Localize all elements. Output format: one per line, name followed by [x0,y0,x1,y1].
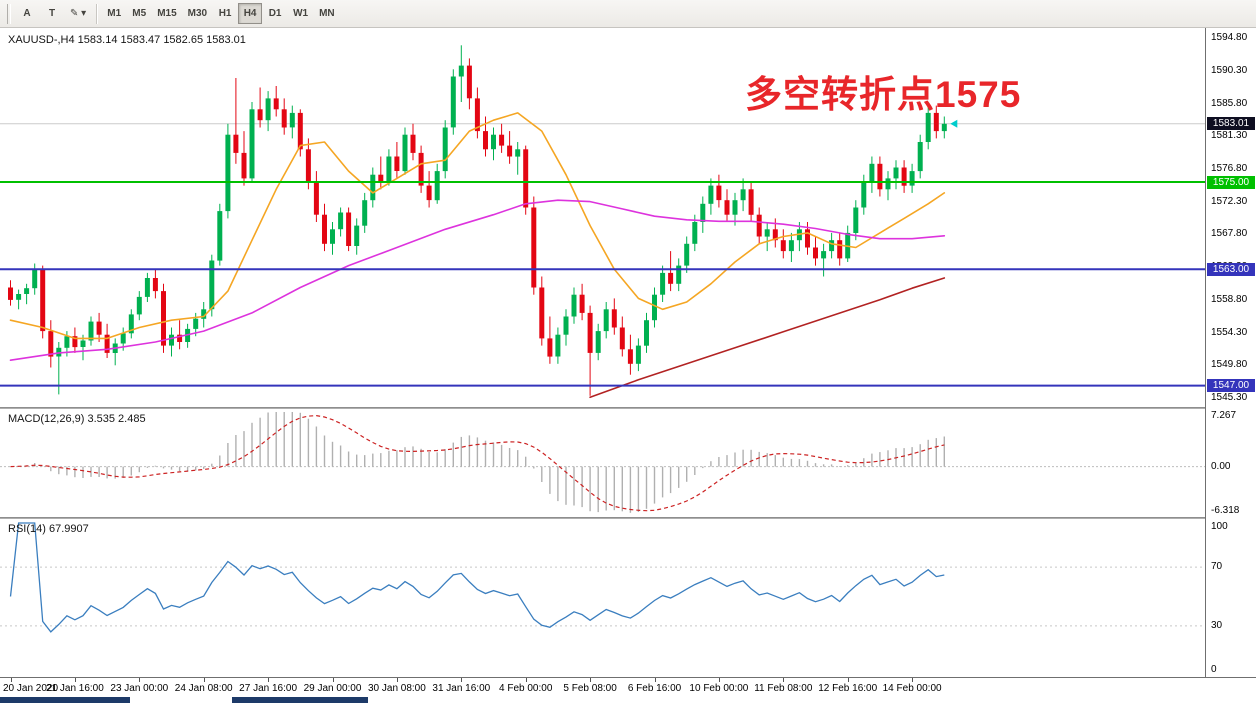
rsi-label: RSI(14) 67.9907 [8,523,89,535]
timeframe-w1-button[interactable]: W1 [293,8,309,19]
rsi-axis-label: 70 [1211,561,1223,573]
timeframe-m5-button[interactable]: M5 [132,8,147,19]
price-axis-label: 1581.30 [1211,130,1248,142]
ma-slow-magenta[interactable] [9,199,946,362]
rsi-chart-canvas[interactable] [0,519,1205,677]
ohlc-info: XAUUSD-,H4 1583.14 1583.47 1582.65 1583.… [8,34,246,46]
macd-label: MACD(12,26,9) 3.535 2.485 [8,413,146,425]
toolbar-separator [96,3,98,24]
macd-axis-label: 0.00 [1211,460,1231,472]
rsi-line [9,522,945,633]
time-axis-tick [74,678,76,682]
price-axis[interactable]: 1594.80 1590.30 1585.80 1581.30 1576.80 1572.… [1205,28,1256,677]
time-axis-label: 31 Jan 16:00 [432,683,491,694]
time-axis-label: 21 Jan 16:00 [45,683,104,694]
time-axis-label: 24 Jan 08:00 [174,683,233,694]
time-axis-label: 6 Feb 16:00 [627,683,682,694]
time-axis-label: 20 Jan 2020 [3,683,59,694]
time-axis-tick [590,678,592,682]
ma-fast-orange[interactable] [9,112,946,340]
timeframe-h1-button[interactable]: H1 [218,8,232,19]
time-axis-tick [332,678,334,682]
panel-separator[interactable] [0,407,1256,409]
time-axis-tick [912,678,914,682]
price-axis-label: 1558.80 [1211,293,1248,305]
timeframe-m1-button[interactable]: M1 [107,8,122,19]
macd-panel[interactable]: MACD(12,26,9) 3.535 2.485 [0,409,1205,517]
macd-signal-line [10,414,945,512]
time-axis-label: 10 Feb 00:00 [689,683,749,694]
annotation-text[interactable]: 多空转折点1575 [745,74,1022,115]
macd-chart-canvas[interactable] [0,409,1205,517]
time-axis-label: 27 Jan 16:00 [239,683,298,694]
timeframe-h4-button[interactable]: H4 [238,3,263,24]
timeframe-mn-button[interactable]: MN [319,8,335,19]
hline-price-badge: 1575.00 [1207,175,1255,189]
time-axis-tick [203,678,205,682]
tool-button-group: A T ✎ ▾ [15,3,91,24]
toolbar-drag-handle[interactable] [7,3,11,24]
hline-price-badge: 1563.00 [1207,262,1255,276]
bid-price-badge: 1583.01 [1207,117,1255,131]
price-axis-label: 1590.30 [1211,64,1248,76]
macd-axis-label: -6.318 [1211,505,1240,516]
time-axis-label: 5 Feb 08:00 [563,683,617,694]
price-axis-label: 1567.80 [1211,228,1248,240]
price-axis-label: 1572.30 [1211,195,1248,207]
time-axis-tick [847,678,849,682]
time-axis[interactable]: 20 Jan 2020 21 Jan 16:00 23 Jan 00:00 24 Ja… [0,677,1256,696]
price-panel[interactable]: XAUUSD-,H4 1583.14 1583.47 1582.65 1583.… [0,28,1205,407]
draw-tool-button[interactable]: ✎ ▾ [70,8,87,19]
time-axis-tick [10,678,12,682]
panel-separator[interactable] [0,517,1256,519]
taskbar-fragment [0,697,130,703]
time-axis-tick [654,678,656,682]
last-price-marker [950,119,958,128]
timeframe-m15-button[interactable]: M15 [157,8,177,19]
time-axis-tick [525,678,527,682]
time-axis-tick [139,678,141,682]
rsi-axis-label: 30 [1211,619,1223,631]
price-chart-canvas[interactable] [0,28,1205,407]
time-axis-tick [783,678,785,682]
price-axis-label: 1576.80 [1211,162,1248,174]
rsi-axis-label: 0 [1211,664,1217,675]
time-axis-label: 29 Jan 00:00 [303,683,362,694]
price-axis-label: 1545.30 [1211,392,1248,403]
taskbar-fragment [232,697,368,703]
ma-long-darkred[interactable] [589,277,946,399]
time-axis-tick [718,678,720,682]
timeframe-button-group: M1 M5 M15 M30 H1 H4 D1 W1 MN [102,3,339,24]
macd-histogram [17,412,945,513]
price-axis-label: 1554.30 [1211,326,1248,338]
cursor-tool-button[interactable]: A [23,8,31,19]
time-axis-label: 23 Jan 00:00 [110,683,169,694]
price-axis-label: 1594.80 [1211,32,1248,43]
price-axis-label: 1549.80 [1211,359,1248,371]
rsi-panel[interactable]: RSI(14) 67.9907 [0,519,1205,677]
hline-price-badge: 1547.00 [1207,379,1255,393]
toolbar: A T ✎ ▾ M1 M5 M15 M30 H1 H4 D1 W1 MN [0,0,1256,28]
timeframe-d1-button[interactable]: D1 [268,8,282,19]
time-axis-tick [396,678,398,682]
time-axis-tick [268,678,270,682]
timeframe-m30-button[interactable]: M30 [187,8,208,19]
time-axis-label: 30 Jan 08:00 [367,683,426,694]
time-axis-label: 11 Feb 08:00 [754,683,813,694]
time-axis-label: 12 Feb 16:00 [818,683,878,694]
text-tool-button[interactable]: T [48,8,56,19]
time-axis-label: 14 Feb 00:00 [882,683,942,694]
time-axis-label: 4 Feb 00:00 [499,683,553,694]
macd-axis-label: 7.267 [1211,410,1237,421]
time-axis-tick [461,678,463,682]
price-axis-label: 1585.80 [1211,97,1248,109]
rsi-axis-label: 100 [1211,521,1228,532]
